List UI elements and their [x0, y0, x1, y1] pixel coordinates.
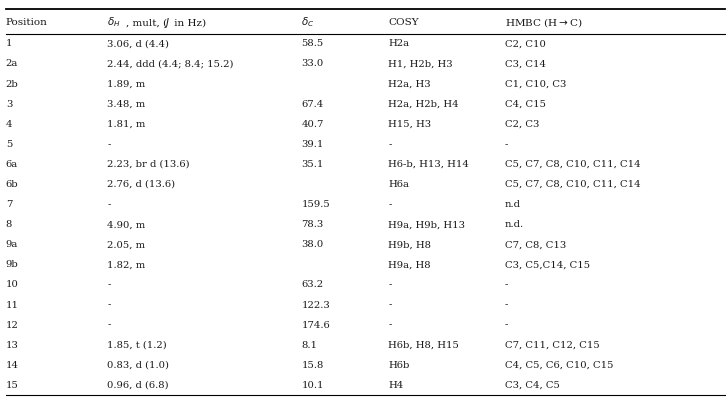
Text: H9b, H8: H9b, H8	[388, 240, 431, 249]
Text: 10.1: 10.1	[301, 380, 324, 389]
Text: 14: 14	[6, 360, 19, 369]
Text: 3.48, m: 3.48, m	[107, 99, 146, 108]
Text: C3, C4, C5: C3, C4, C5	[505, 380, 560, 389]
Text: Position: Position	[6, 18, 48, 27]
Text: 2.23, br d (13.6): 2.23, br d (13.6)	[107, 160, 190, 169]
Text: 58.5: 58.5	[301, 39, 324, 48]
Text: 40.7: 40.7	[301, 119, 324, 128]
Text: H4: H4	[388, 380, 404, 389]
Text: -: -	[107, 280, 111, 289]
Text: C5, C7, C8, C10, C11, C14: C5, C7, C8, C10, C11, C14	[505, 180, 640, 189]
Text: 8: 8	[6, 220, 12, 229]
Text: 4: 4	[6, 119, 12, 128]
Text: -: -	[505, 300, 508, 309]
Text: 159.5: 159.5	[301, 200, 330, 209]
Text: 1.85, t (1.2): 1.85, t (1.2)	[107, 340, 167, 349]
Text: 6b: 6b	[6, 180, 18, 189]
Text: , mult, (: , mult, (	[126, 18, 167, 27]
Text: 1.82, m: 1.82, m	[107, 260, 146, 269]
Text: 78.3: 78.3	[301, 220, 324, 229]
Text: -: -	[107, 300, 111, 309]
Text: n.d: n.d	[505, 200, 521, 209]
Text: 2.76, d (13.6): 2.76, d (13.6)	[107, 180, 176, 189]
Text: -: -	[388, 320, 392, 329]
Text: 6a: 6a	[6, 160, 18, 169]
Text: 2b: 2b	[6, 79, 19, 88]
Text: H2a: H2a	[388, 39, 409, 48]
Text: 3.06, d (4.4): 3.06, d (4.4)	[107, 39, 169, 48]
Text: -: -	[505, 320, 508, 329]
Text: C2, C10: C2, C10	[505, 39, 545, 48]
Text: 13: 13	[6, 340, 19, 349]
Text: -: -	[505, 280, 508, 289]
Text: C7, C11, C12, C15: C7, C11, C12, C15	[505, 340, 600, 349]
Text: 8.1: 8.1	[301, 340, 317, 349]
Text: 7: 7	[6, 200, 12, 209]
Text: 1.81, m: 1.81, m	[107, 119, 146, 128]
Text: 3: 3	[6, 99, 12, 108]
Text: C2, C3: C2, C3	[505, 119, 539, 128]
Text: -: -	[107, 200, 111, 209]
Text: C1, C10, C3: C1, C10, C3	[505, 79, 566, 88]
Text: H9a, H8: H9a, H8	[388, 260, 431, 269]
Text: H6-b, H13, H14: H6-b, H13, H14	[388, 160, 469, 169]
Text: 15: 15	[6, 380, 19, 389]
Text: -: -	[388, 139, 392, 148]
Text: H15, H3: H15, H3	[388, 119, 431, 128]
Text: 4.90, m: 4.90, m	[107, 220, 146, 229]
Text: 67.4: 67.4	[301, 99, 324, 108]
Text: 174.6: 174.6	[301, 320, 330, 329]
Text: H2a, H2b, H4: H2a, H2b, H4	[388, 99, 459, 108]
Text: $\delta_C$: $\delta_C$	[301, 16, 314, 29]
Text: H6a: H6a	[388, 180, 409, 189]
Text: 11: 11	[6, 300, 19, 309]
Text: 122.3: 122.3	[301, 300, 330, 309]
Text: 9a: 9a	[6, 240, 18, 249]
Text: 35.1: 35.1	[301, 160, 324, 169]
Text: C3, C14: C3, C14	[505, 59, 545, 68]
Text: C3, C5,C14, C15: C3, C5,C14, C15	[505, 260, 590, 269]
Text: -: -	[388, 300, 392, 309]
Text: 39.1: 39.1	[301, 139, 324, 148]
Text: -: -	[107, 139, 111, 148]
Text: 1: 1	[6, 39, 12, 48]
Text: 38.0: 38.0	[301, 240, 324, 249]
Text: -: -	[388, 200, 392, 209]
Text: $J$: $J$	[164, 16, 171, 29]
Text: 12: 12	[6, 320, 19, 329]
Text: H1, H2b, H3: H1, H2b, H3	[388, 59, 453, 68]
Text: 2.44, ddd (4.4; 8.4; 15.2): 2.44, ddd (4.4; 8.4; 15.2)	[107, 59, 234, 68]
Text: C5, C7, C8, C10, C11, C14: C5, C7, C8, C10, C11, C14	[505, 160, 640, 169]
Text: H2a, H3: H2a, H3	[388, 79, 431, 88]
Text: C7, C8, C13: C7, C8, C13	[505, 240, 566, 249]
Text: in Hz): in Hz)	[171, 18, 206, 27]
Text: C4, C15: C4, C15	[505, 99, 545, 108]
Text: -: -	[388, 280, 392, 289]
Text: 1.89, m: 1.89, m	[107, 79, 146, 88]
Text: $\delta_H$: $\delta_H$	[107, 16, 121, 29]
Text: -: -	[107, 320, 111, 329]
Text: -: -	[505, 139, 508, 148]
Text: COSY: COSY	[388, 18, 419, 27]
Text: 2.05, m: 2.05, m	[107, 240, 146, 249]
Text: 5: 5	[6, 139, 12, 148]
Text: 9b: 9b	[6, 260, 19, 269]
Text: n.d.: n.d.	[505, 220, 523, 229]
Text: 0.96, d (6.8): 0.96, d (6.8)	[107, 380, 169, 389]
Text: 2a: 2a	[6, 59, 18, 68]
Text: 10: 10	[6, 280, 19, 289]
Text: 0.83, d (1.0): 0.83, d (1.0)	[107, 360, 169, 369]
Text: 15.8: 15.8	[301, 360, 324, 369]
Text: H9a, H9b, H13: H9a, H9b, H13	[388, 220, 465, 229]
Text: 33.0: 33.0	[301, 59, 324, 68]
Text: H6b: H6b	[388, 360, 409, 369]
Text: HMBC (H$\rightarrow$C): HMBC (H$\rightarrow$C)	[505, 16, 582, 29]
Text: C4, C5, C6, C10, C15: C4, C5, C6, C10, C15	[505, 360, 613, 369]
Text: H6b, H8, H15: H6b, H8, H15	[388, 340, 460, 349]
Text: 63.2: 63.2	[301, 280, 323, 289]
